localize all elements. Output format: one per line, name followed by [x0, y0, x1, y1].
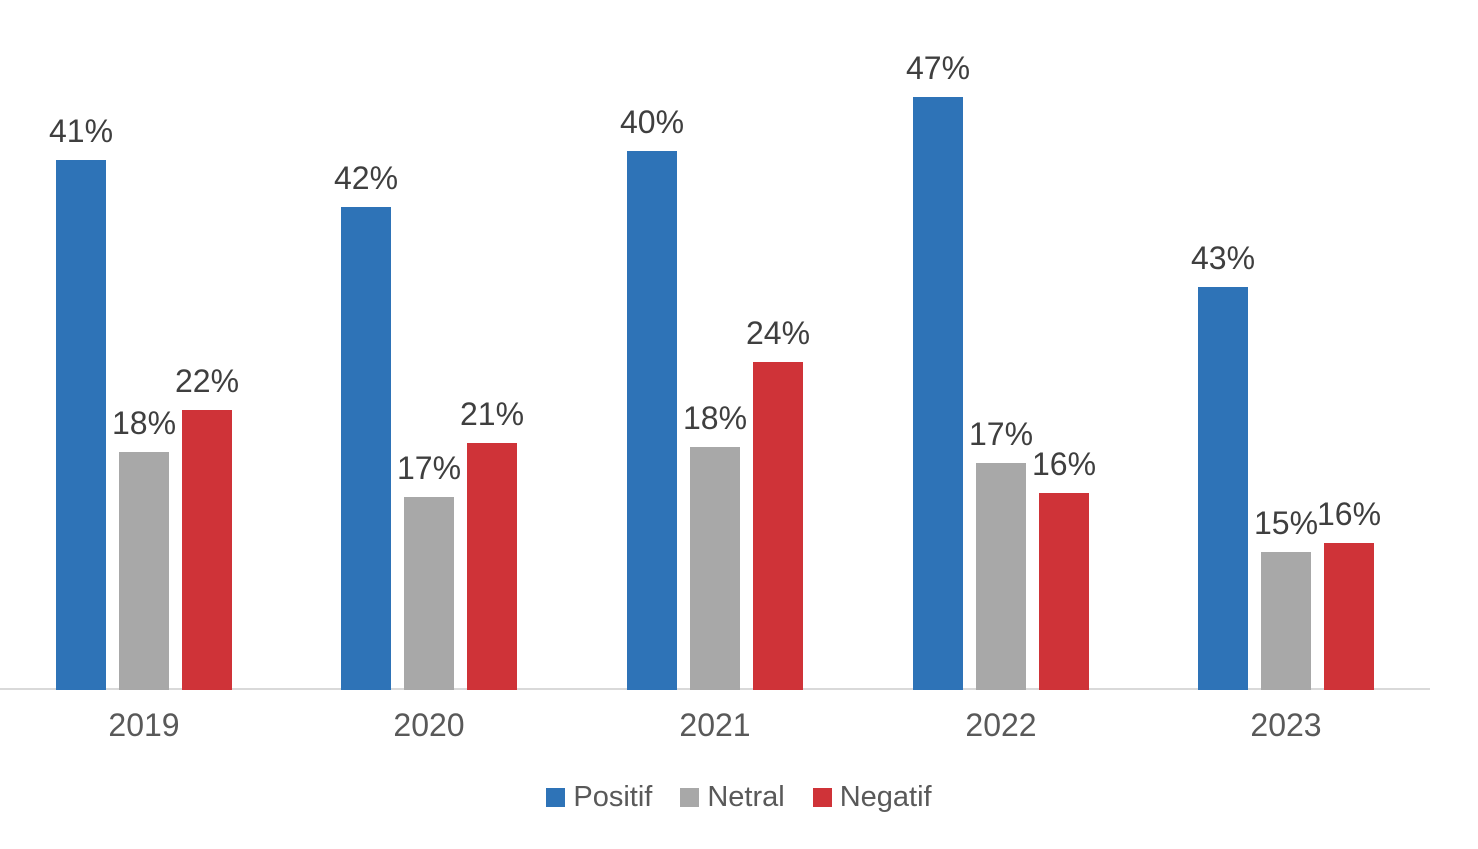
bar-group-2023: 43% 15% 16% — [1191, 242, 1381, 690]
x-axis-label-2022: 2022 — [965, 707, 1037, 743]
bar-column-netral-2021: 18% — [683, 402, 747, 690]
legend-swatch-netral — [680, 788, 700, 808]
bar-column-netral-2022: 17% — [969, 418, 1033, 690]
data-label-negatif-2019: 22% — [174, 363, 240, 399]
x-axis-label-2020: 2020 — [393, 707, 465, 743]
bar-column-positif-2019: 41% — [49, 115, 113, 690]
bar-netral-2019 — [119, 452, 169, 690]
data-label-negatif-2023: 16% — [1316, 496, 1382, 532]
data-label-negatif-2021: 24% — [745, 315, 811, 351]
bar-positif-2021 — [627, 151, 677, 690]
bar-column-netral-2019: 18% — [112, 407, 176, 690]
data-label-netral-2023: 15% — [1253, 505, 1319, 541]
data-label-netral-2021: 18% — [682, 400, 748, 436]
legend-item-negatif: Negatif — [812, 781, 932, 814]
bar-netral-2023 — [1261, 552, 1311, 690]
bar-negatif-2021 — [753, 362, 803, 690]
plot-area: 41% 18% 22% 42% 17% 21% 40% 18% 24% 47% 17% 16% 43% 1… — [0, 52, 1430, 690]
x-axis-label-2019: 2019 — [108, 707, 180, 743]
bar-column-positif-2022: 47% — [906, 52, 970, 690]
bar-positif-2020 — [341, 207, 391, 690]
bar-netral-2020 — [404, 497, 454, 690]
data-label-positif-2022: 47% — [905, 50, 971, 86]
bar-negatif-2023 — [1324, 543, 1374, 690]
data-label-positif-2023: 43% — [1190, 240, 1256, 276]
bar-group-2019: 41% 18% 22% — [49, 115, 239, 690]
legend-label-negatif: Negatif — [839, 781, 932, 813]
data-label-netral-2022: 17% — [968, 416, 1034, 452]
bar-netral-2022 — [976, 463, 1026, 690]
bar-positif-2023 — [1198, 287, 1248, 690]
bar-column-positif-2020: 42% — [334, 162, 398, 690]
bar-positif-2019 — [56, 160, 106, 690]
bar-group-2022: 47% 17% 16% — [906, 52, 1096, 690]
bar-column-positif-2021: 40% — [620, 106, 684, 690]
legend-swatch-negatif — [812, 788, 832, 808]
bar-column-negatif-2023: 16% — [1317, 498, 1381, 690]
legend: Positif Netral Negatif — [0, 781, 1478, 814]
bar-positif-2022 — [913, 97, 963, 690]
legend-item-netral: Netral — [680, 781, 785, 814]
bar-negatif-2020 — [467, 443, 517, 690]
bar-column-negatif-2022: 16% — [1032, 448, 1096, 690]
legend-label-netral: Netral — [707, 781, 785, 813]
bar-column-negatif-2021: 24% — [746, 317, 810, 690]
x-axis-label-2023: 2023 — [1250, 707, 1322, 743]
legend-item-positif: Positif — [546, 781, 653, 814]
data-label-positif-2020: 42% — [333, 160, 399, 196]
data-label-positif-2019: 41% — [48, 113, 114, 149]
bar-group-2020: 42% 17% 21% — [334, 162, 524, 690]
data-label-negatif-2020: 21% — [459, 396, 525, 432]
data-label-netral-2020: 17% — [396, 450, 462, 486]
bar-column-netral-2023: 15% — [1254, 507, 1318, 690]
data-label-netral-2019: 18% — [111, 405, 177, 441]
x-axis-label-2021: 2021 — [679, 707, 751, 743]
bar-negatif-2022 — [1039, 493, 1089, 690]
legend-label-positif: Positif — [573, 781, 653, 813]
bar-negatif-2019 — [182, 410, 232, 690]
x-axis-labels: 2019 2020 2021 2022 2023 — [0, 706, 1478, 752]
bar-group-2021: 40% 18% 24% — [620, 106, 810, 690]
data-label-negatif-2022: 16% — [1031, 446, 1097, 482]
bar-column-negatif-2020: 21% — [460, 398, 524, 690]
bar-column-negatif-2019: 22% — [175, 365, 239, 690]
data-label-positif-2021: 40% — [619, 104, 685, 140]
bar-column-positif-2023: 43% — [1191, 242, 1255, 690]
legend-swatch-positif — [546, 788, 566, 808]
bar-column-netral-2020: 17% — [397, 452, 461, 690]
bar-netral-2021 — [690, 447, 740, 690]
